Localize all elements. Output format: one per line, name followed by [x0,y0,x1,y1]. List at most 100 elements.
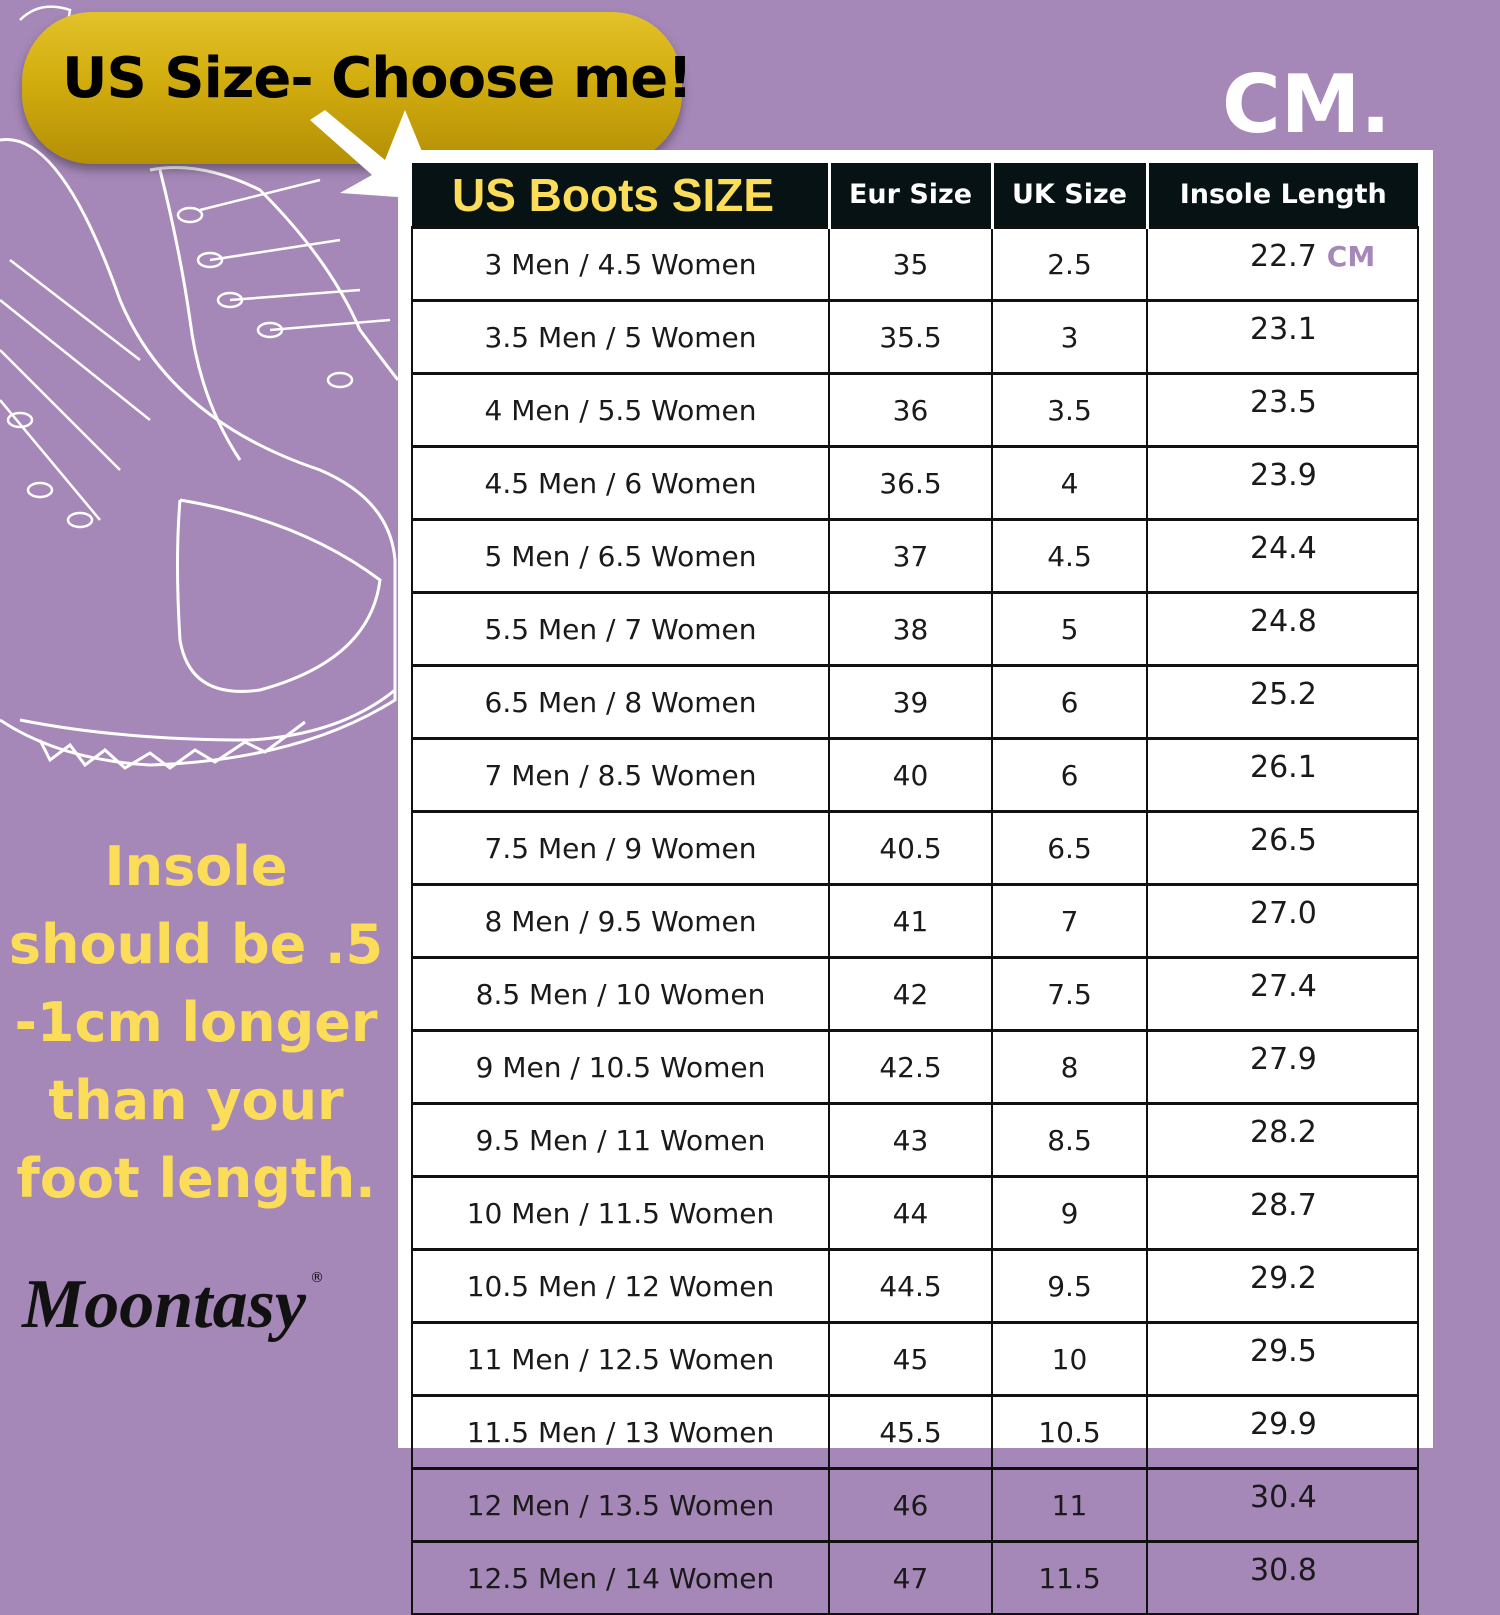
cell-value: 45.5 [879,1415,942,1449]
table-row: 5 Men / 6.5 Women 37 4.5 24.4 [411,518,1419,594]
boots-illustration [0,5,400,770]
insole-length-cell: 26.1 [1146,737,1419,813]
cell-value: 47 [892,1561,929,1595]
uk-size-cell: 2.5 [991,226,1148,302]
cell-value: 28.2 [1250,1115,1317,1150]
insole-length-cell: 28.7 [1146,1175,1419,1251]
eur-size-cell: 38 [828,591,993,667]
insole-length-cell: 29.2 [1146,1248,1419,1324]
eur-size-cell: 40 [828,737,993,813]
cell-value: 23.1 [1250,312,1317,347]
header-us-size: US Boots SIZE [412,163,829,228]
us-size-cell: 9 Men / 10.5 Women [411,1029,830,1105]
eur-size-cell: 45.5 [828,1394,993,1470]
cell-value: 5 [1060,612,1079,646]
us-size-cell: 3 Men / 4.5 Women [411,226,830,302]
insole-length-cell: 26.5 [1146,810,1419,886]
cell-value: 2.5 [1047,247,1092,281]
cell-value: 6 [1060,758,1079,792]
cell-value: 5 Men / 6.5 Women [484,539,757,573]
cell-value: 22.7 [1250,239,1317,274]
moontasy-logo: Moontasy ® [22,1250,392,1370]
insole-length-cell: 24.4 [1146,518,1419,594]
cell-value: 3.5 Men / 5 Women [484,320,757,354]
table-row: 3 Men / 4.5 Women 35 2.5 22.7 CM [411,226,1419,302]
cell-value: 6.5 Men / 8 Women [484,685,757,719]
cell-value: 42.5 [879,1050,942,1084]
banner-text: US Size- Choose me! [62,46,693,111]
cell-value: 11.5 [1038,1561,1101,1595]
cell-value: 43 [892,1123,929,1157]
cell-value: 29.2 [1250,1261,1317,1296]
cell-value: 8 Men / 9.5 Women [484,904,757,938]
cell-value: 5.5 Men / 7 Women [484,612,757,646]
uk-size-cell: 7.5 [991,956,1148,1032]
cell-value: 8.5 Men / 10 Women [475,977,766,1011]
header-insole-length: Insole Length [1145,163,1418,228]
insole-length-cell: 28.2 [1146,1102,1419,1178]
us-size-cell: 11.5 Men / 13 Women [411,1394,830,1470]
eur-size-cell: 37 [828,518,993,594]
insole-length-cell: 29.5 [1146,1321,1419,1397]
table-row: 7 Men / 8.5 Women 40 6 26.1 [411,737,1419,813]
insole-length-cell: 27.4 [1146,956,1419,1032]
cell-value: 8.5 [1047,1123,1092,1157]
eur-size-cell: 44.5 [828,1248,993,1324]
cell-value: 36 [892,393,929,427]
us-size-cell: 12 Men / 13.5 Women [411,1467,830,1543]
cell-value: 6 [1060,685,1079,719]
cell-value: 4 [1060,466,1079,500]
cell-value: 9 [1060,1196,1079,1230]
eur-size-cell: 39 [828,664,993,740]
cell-value: 39 [892,685,929,719]
uk-size-cell: 6.5 [991,810,1148,886]
us-size-cell: 11 Men / 12.5 Women [411,1321,830,1397]
table-row: 7.5 Men / 9 Women 40.5 6.5 26.5 [411,810,1419,886]
cell-value: 10 Men / 11.5 Women [466,1196,775,1230]
cell-value: 36.5 [879,466,942,500]
us-size-cell: 4 Men / 5.5 Women [411,372,830,448]
cell-value: 44 [892,1196,929,1230]
insole-length-cell: 30.8 [1146,1540,1419,1615]
cell-value: 9.5 Men / 11 Women [475,1123,766,1157]
us-size-cell: 9.5 Men / 11 Women [411,1102,830,1178]
us-size-cell: 12.5 Men / 14 Women [411,1540,830,1615]
insole-length-cell: 29.9 [1146,1394,1419,1470]
cell-value: 9.5 [1047,1269,1092,1303]
cell-value: 12.5 Men / 14 Women [466,1561,775,1595]
table-row: 5.5 Men / 7 Women 38 5 24.8 [411,591,1419,667]
table-row: 6.5 Men / 8 Women 39 6 25.2 [411,664,1419,740]
insole-length-cell: 23.1 [1146,299,1419,375]
eur-size-cell: 36.5 [828,445,993,521]
cell-value: 4.5 Men / 6 Women [484,466,757,500]
eur-size-cell: 40.5 [828,810,993,886]
cell-value: 8 [1060,1050,1079,1084]
table-row: 11 Men / 12.5 Women 45 10 29.5 [411,1321,1419,1397]
us-size-cell: 8.5 Men / 10 Women [411,956,830,1032]
cell-value: 40.5 [879,831,942,865]
cell-value: 7.5 [1047,977,1092,1011]
cell-value: 23.5 [1250,385,1317,420]
cell-value: 3 Men / 4.5 Women [484,247,757,281]
cell-value: 7 Men / 8.5 Women [484,758,757,792]
eur-size-cell: 42 [828,956,993,1032]
cell-value: 44.5 [879,1269,942,1303]
cell-value: 30.8 [1250,1553,1317,1588]
cell-value: 35 [892,247,929,281]
table-row: 10.5 Men / 12 Women 44.5 9.5 29.2 [411,1248,1419,1324]
cell-value: 35.5 [879,320,942,354]
us-size-cell: 4.5 Men / 6 Women [411,445,830,521]
uk-size-cell: 7 [991,883,1148,959]
cell-value: 27.4 [1250,969,1317,1004]
unit-title: CM. [1222,58,1391,151]
header-uk-size: UK Size [990,163,1147,228]
uk-size-cell: 6 [991,664,1148,740]
cell-value: 9 Men / 10.5 Women [475,1050,766,1084]
cell-value: 10.5 [1038,1415,1101,1449]
cell-value: 10.5 Men / 12 Women [466,1269,775,1303]
cell-value: 38 [892,612,929,646]
insole-length-cell: 30.4 [1146,1467,1419,1543]
table-row: 3.5 Men / 5 Women 35.5 3 23.1 [411,299,1419,375]
uk-size-cell: 10 [991,1321,1148,1397]
header-eur-size: Eur Size [827,163,992,228]
